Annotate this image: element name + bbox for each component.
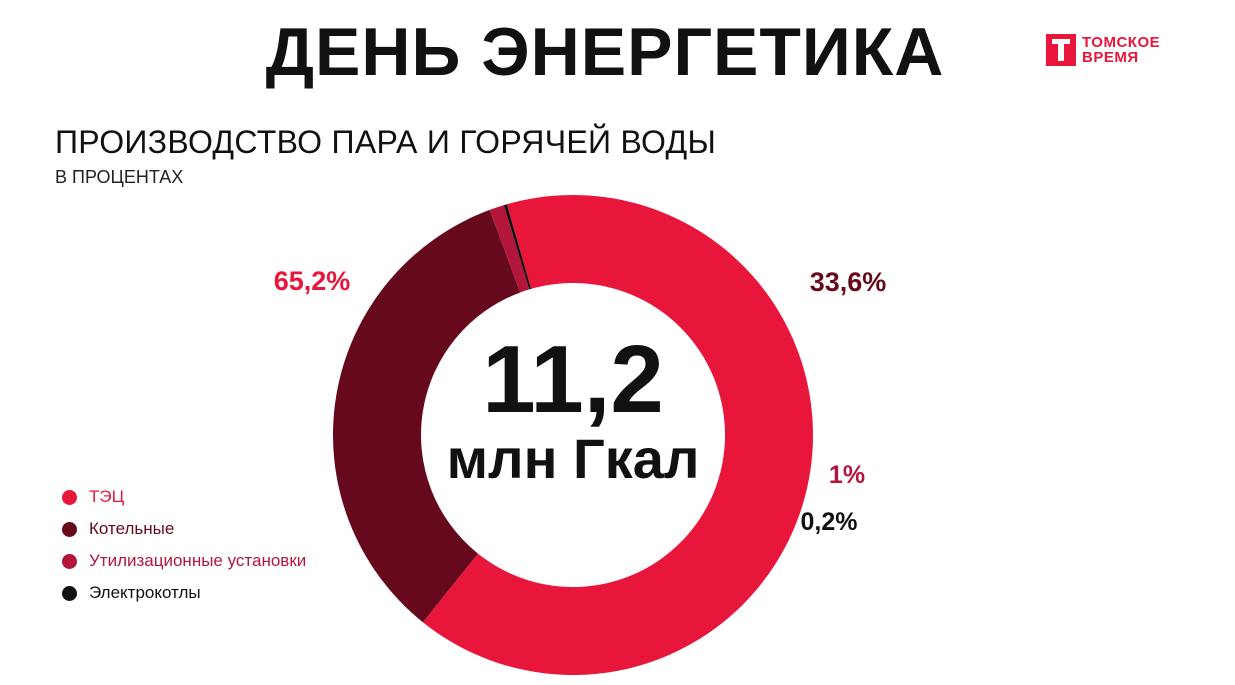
- chart-subtitle: В ПРОЦЕНТАХ: [55, 167, 184, 187]
- legend-label: Электрокотлы: [89, 583, 201, 602]
- donut-slice-3: [489, 205, 530, 293]
- legend-item-3: Утилизационные установки: [62, 548, 306, 574]
- slice-label-1: 65,2%: [274, 266, 351, 296]
- legend-dot-icon: [62, 489, 77, 505]
- legend-item-4: Электрокотлы: [62, 580, 306, 606]
- slice-label-4: 0,2%: [801, 508, 858, 536]
- slice-label-3: 1%: [829, 461, 865, 489]
- center-unit: млн Гкал: [447, 427, 700, 490]
- donut-slice-1: [422, 195, 813, 675]
- legend-label: Котельные: [89, 519, 175, 538]
- donut-slice-4: [503, 204, 532, 290]
- center-value: 11,2: [482, 326, 664, 433]
- legend-dot-icon: [62, 585, 77, 601]
- donut-slice-2: [332, 209, 521, 623]
- chart-title: ПРОИЗВОДСТВО ПАРА И ГОРЯЧЕЙ ВОДЫ: [55, 124, 717, 160]
- legend-item-2: Котельные: [62, 516, 306, 542]
- legend-label: Утилизационные установки: [89, 551, 307, 570]
- logo-text-line1: ТОМСКОЕ: [1082, 34, 1161, 51]
- legend: ТЭЦ Котельные Утилизационные установки Элек…: [62, 484, 306, 612]
- legend-item-1: ТЭЦ: [62, 484, 306, 510]
- slice-label-2: 33,6%: [810, 267, 887, 297]
- page-title: ДЕНЬ ЭНЕРГЕТИКА: [265, 14, 945, 90]
- logo-text-line2: ВРЕМЯ: [1082, 49, 1139, 66]
- logo: ТОМСКОЕ ВРЕМЯ: [1046, 34, 1160, 66]
- legend-dot-icon: [62, 553, 77, 569]
- legend-dot-icon: [62, 521, 77, 537]
- logo-icon: [1046, 34, 1076, 66]
- legend-label: ТЭЦ: [89, 487, 125, 506]
